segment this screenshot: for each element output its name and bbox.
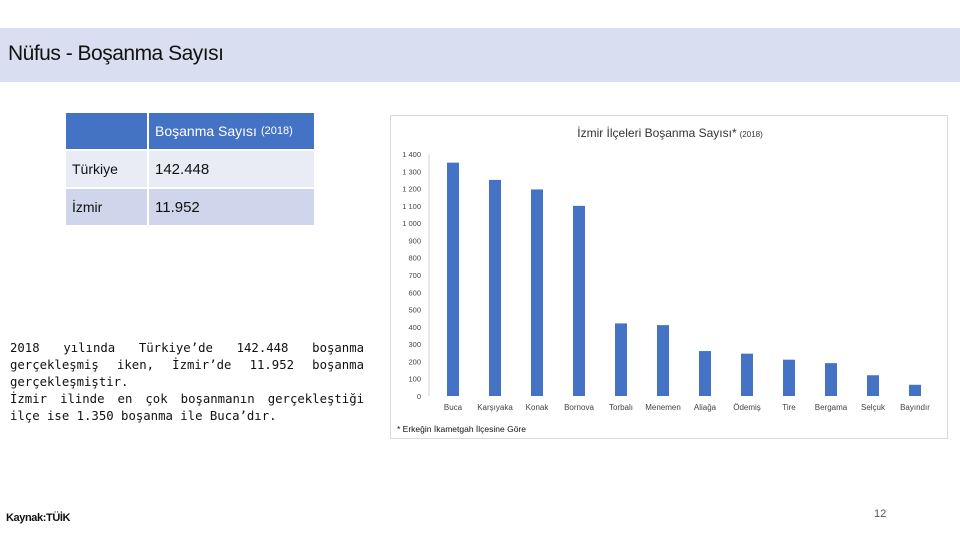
- y-tick-label: 800: [408, 254, 421, 263]
- bar-bergama: [825, 363, 837, 396]
- summary-header-year: (2018): [260, 125, 293, 137]
- title-band: Nüfus - Boşanma Sayısı: [0, 28, 960, 82]
- x-tick-label: Bergama: [815, 403, 848, 412]
- x-tick-label: Ödemiş: [733, 403, 761, 412]
- y-tick-label: 1 000: [402, 219, 421, 228]
- y-tick-label: 600: [408, 288, 421, 297]
- summary-header-blank: [66, 113, 147, 149]
- y-tick-label: 100: [408, 375, 421, 384]
- bar-buca: [447, 162, 459, 396]
- y-tick-label: 900: [408, 236, 421, 245]
- bar-torbalı: [615, 323, 627, 396]
- page-title: Nüfus - Boşanma Sayısı: [8, 42, 224, 65]
- y-tick-label: 1 100: [402, 202, 421, 211]
- table-row: İzmir 11.952: [66, 189, 314, 225]
- description-paragraph-2: İzmir ilinde en çok boşanmanın gerçekleş…: [10, 392, 364, 423]
- x-tick-label: Selçuk: [861, 403, 886, 412]
- summary-table-header: Boşanma Sayısı (2018): [66, 113, 314, 149]
- x-tick-label: Bornova: [564, 403, 594, 412]
- description-paragraph-1: 2018 yılında Türkiye’de 142.448 boşanma …: [10, 341, 364, 389]
- bar-karşıyaka: [489, 179, 501, 396]
- summary-header-divorces: Boşanma Sayısı (2018): [149, 113, 314, 149]
- summary-table: Boşanma Sayısı (2018) Türkiye 142.448 İz…: [66, 113, 314, 227]
- bar-aliağa: [699, 351, 711, 396]
- chart-title-year: (2018): [739, 130, 763, 139]
- bar-ödemiş: [741, 353, 753, 396]
- y-tick-label: 1 300: [402, 167, 421, 176]
- x-tick-label: Buca: [444, 403, 463, 412]
- bar-menemen: [657, 325, 669, 396]
- x-tick-label: Aliağa: [694, 403, 717, 412]
- y-tick-label: 300: [408, 340, 421, 349]
- bar-bayındır: [909, 384, 921, 396]
- y-tick-label: 200: [408, 357, 421, 366]
- y-tick-label: 500: [408, 306, 421, 315]
- description-text: 2018 yılında Türkiye’de 142.448 boşanma …: [10, 340, 364, 425]
- district-divorce-chart: İzmir İlçeleri Boşanma Sayısı* (2018) 0 10…: [390, 115, 948, 439]
- y-tick-label: 1 200: [402, 185, 421, 194]
- x-tick-label: Bayındır: [900, 403, 930, 412]
- bar-tire: [783, 359, 795, 396]
- chart-title-text: İzmir İlçeleri Boşanma Sayısı*: [577, 126, 737, 140]
- chart-footnote: * Erkeğin İkametgah İlçesine Göre: [397, 424, 526, 434]
- x-tick-label: Karşıyaka: [477, 403, 513, 412]
- page-number: 12: [874, 508, 887, 520]
- y-tick-label: 1 400: [402, 150, 421, 159]
- y-tick-label: 400: [408, 323, 421, 332]
- row-value: 11.952: [149, 189, 314, 225]
- x-tick-label: Tire: [782, 403, 796, 412]
- bar-bornova: [573, 205, 585, 396]
- table-row: Türkiye 142.448: [66, 151, 314, 187]
- y-tick-label: 0: [417, 392, 421, 401]
- x-tick-label: Torbalı: [609, 403, 633, 412]
- chart-plot: 0 100 200 300 400 500 600 700 800 900 1 000 1 100 1 …: [402, 150, 930, 412]
- row-value: 142.448: [149, 151, 314, 187]
- source-label: Kaynak:TÜİK: [6, 512, 71, 524]
- bar-konak: [531, 189, 543, 396]
- row-label: Türkiye: [66, 151, 147, 187]
- x-tick-label: Menemen: [645, 403, 681, 412]
- x-tick-label: Konak: [526, 403, 550, 412]
- bar-selçuk: [867, 375, 879, 396]
- y-tick-label: 700: [408, 271, 421, 280]
- chart-title: İzmir İlçeleri Boşanma Sayısı* (2018): [391, 126, 949, 140]
- row-label: İzmir: [66, 189, 147, 225]
- summary-header-label: Boşanma Sayısı: [155, 123, 257, 139]
